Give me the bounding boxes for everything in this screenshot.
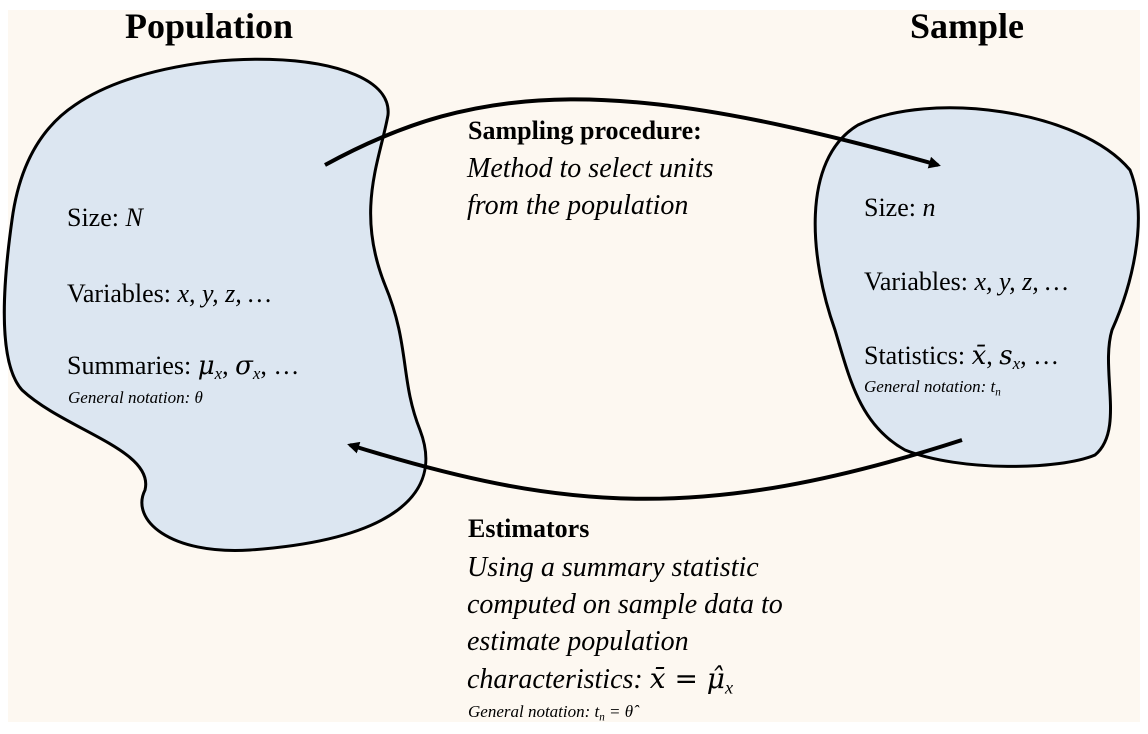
sample-blob [813, 106, 1140, 468]
estimators-notation: General notation: tn = θ̂ [468, 703, 633, 723]
population-size-label: Size: [67, 203, 119, 232]
population-variables-label: Variables: [67, 279, 171, 308]
population-variables: Variables: x, y, z, … [67, 281, 271, 307]
estimators-notation-subscript: n [599, 711, 605, 724]
sampling-line-1: Method to select units [467, 153, 714, 184]
estimators-notation-text: General notation: t [468, 702, 600, 721]
sample-notation: General notation: tn [864, 378, 1001, 398]
population-mean-symbol: μ [197, 351, 215, 381]
population-sd-subscript: x [252, 364, 261, 384]
population-mean-subscript: x [214, 364, 223, 384]
population-summaries-tail: , … [260, 351, 300, 380]
estimators-notation-suffix: = θ̂ [604, 702, 634, 721]
population-size: Size: N [67, 205, 143, 231]
population-variables-value: x, y, z, … [177, 279, 272, 308]
population-summaries: Summaries: μx, σx, … [67, 353, 299, 383]
sample-variables: Variables: x, y, z, … [864, 269, 1068, 295]
estimator-arrow [347, 438, 963, 501]
sample-sd-subscript: x [1012, 354, 1021, 374]
estimators-line-4: characteristics: x̄ = μ̂x [467, 660, 783, 706]
estimators-line-3: estimate population [467, 626, 689, 657]
sample-statistics-separator: , [986, 341, 1000, 370]
estimators-formula-subscript: x [725, 677, 734, 698]
sample-statistics-label: Statistics: [864, 341, 966, 370]
estimators-formula: x̄ = μ̂ [649, 662, 725, 695]
population-notation: General notation: θ [68, 388, 203, 407]
population-blob [2, 57, 428, 552]
sample-variables-value: x, y, z, … [974, 267, 1069, 296]
estimators-line-1: Using a summary statistic [467, 552, 759, 583]
sampling-line-2: from the population [467, 190, 689, 221]
sample-mean-symbol: x̄ [971, 341, 987, 371]
sample-title: Sample [910, 6, 1025, 46]
estimators-line-2: computed on sample data to [467, 589, 783, 620]
sampling-arrow [324, 97, 941, 169]
population-title: Population [125, 6, 294, 46]
sample-variables-label: Variables: [864, 267, 968, 296]
sample-statistics: Statistics: x̄, sx, … [864, 343, 1059, 373]
population-summaries-separator: , [222, 351, 236, 380]
population-summaries-label: Summaries: [67, 351, 192, 380]
estimators-heading: Estimators [468, 514, 590, 543]
estimators-description: Using a summary statistic computed on sa… [467, 549, 783, 706]
population-sd-symbol: σ [235, 351, 253, 381]
sample-size-label: Size: [864, 193, 916, 222]
sample-notation-text: General notation: t [864, 377, 996, 396]
estimators-line-4-text: characteristics: [467, 664, 650, 695]
sample-size: Size: n [864, 195, 936, 221]
sample-sd-symbol: s [999, 341, 1013, 371]
sampling-description: Method to select units from the populati… [467, 150, 714, 224]
sampling-heading: Sampling procedure: [468, 116, 702, 145]
sample-statistics-tail: , … [1020, 341, 1060, 370]
population-size-value: N [125, 203, 143, 232]
sample-notation-subscript: n [995, 386, 1001, 399]
sample-size-value: n [922, 193, 936, 222]
